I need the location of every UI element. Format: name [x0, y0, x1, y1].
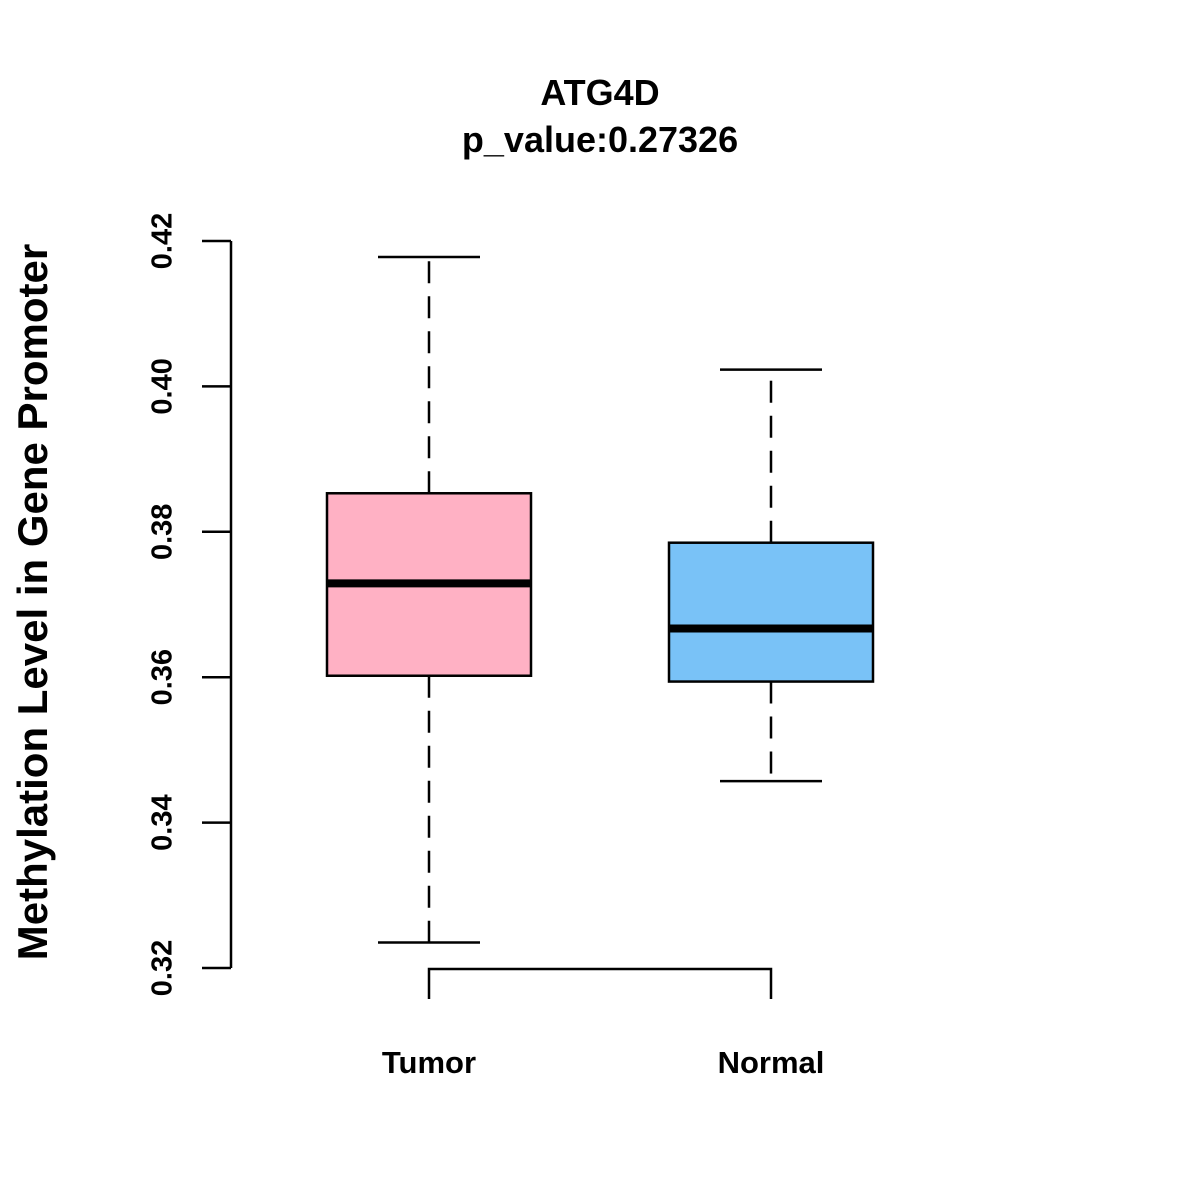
x-category-label: Normal: [718, 1045, 825, 1080]
chart-subtitle: p_value:0.27326: [462, 119, 738, 160]
y-tick-label: 0.42: [146, 213, 178, 269]
x-axis-labels: Tumor Normal: [382, 1045, 824, 1080]
x-category-label: Tumor: [382, 1045, 476, 1080]
y-tick-label: 0.40: [146, 358, 178, 414]
y-tick-label: 0.36: [146, 649, 178, 705]
chart-title: ATG4D: [540, 72, 659, 113]
y-axis-label: Methylation Level in Gene Promoter: [9, 244, 56, 960]
boxes-group: [325, 255, 875, 944]
box-tumor: [325, 255, 533, 944]
y-tick-label: 0.34: [146, 794, 178, 850]
box-normal: [667, 368, 875, 783]
y-tick-label: 0.38: [146, 504, 178, 560]
iqr-box: [667, 541, 875, 683]
y-axis: 0.32 0.34 0.36 0.38 0.40 0.42: [146, 213, 233, 996]
y-tick-label: 0.32: [146, 940, 178, 996]
comparison-bracket-group: [427, 967, 773, 999]
comparison-bracket: [427, 967, 773, 999]
